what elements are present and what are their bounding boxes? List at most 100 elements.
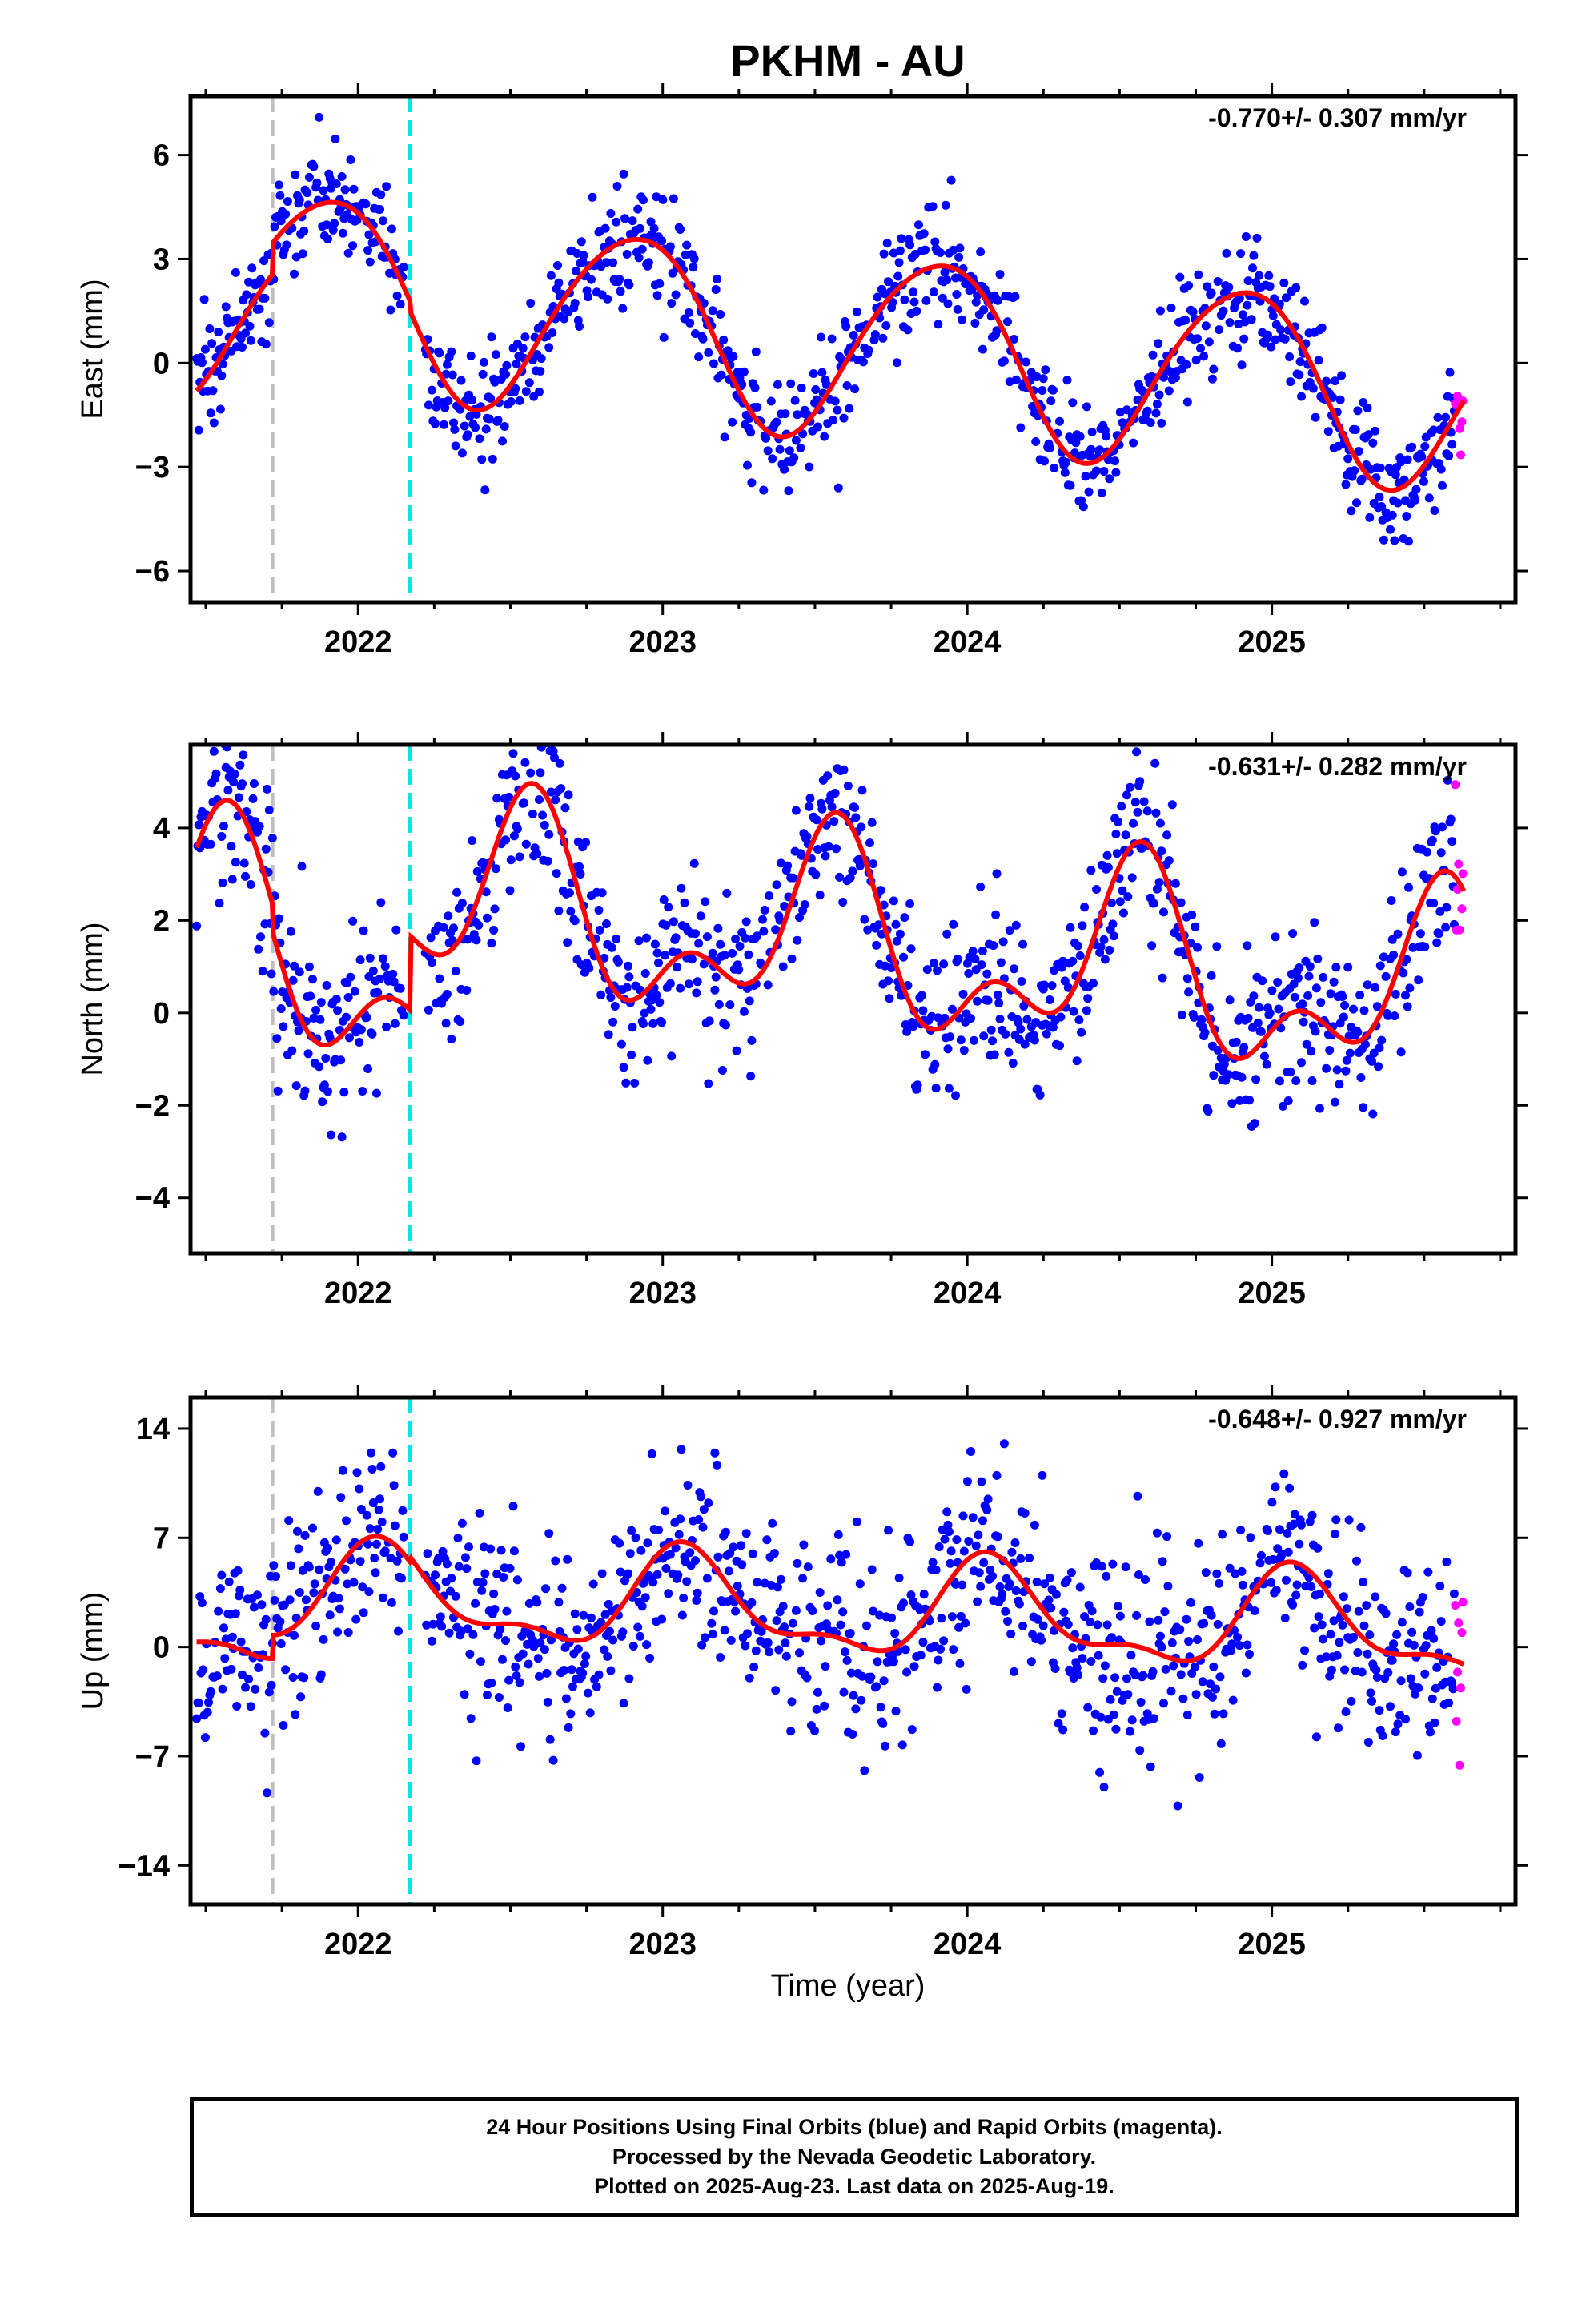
final-orbit-point <box>1243 276 1253 286</box>
final-orbit-point <box>841 322 851 332</box>
final-orbit-point <box>1245 1650 1254 1659</box>
final-orbit-point <box>1359 1621 1369 1630</box>
final-orbit-point <box>1259 1051 1269 1061</box>
final-orbit-point <box>1017 977 1026 986</box>
final-orbit-point <box>499 694 508 703</box>
final-orbit-point <box>772 1616 781 1626</box>
final-orbit-point <box>711 972 721 982</box>
final-orbit-point <box>1407 1627 1417 1637</box>
final-orbit-point <box>892 936 901 946</box>
final-orbit-point <box>1227 1639 1237 1649</box>
final-orbit-point <box>1068 1643 1078 1653</box>
final-orbit-point <box>489 926 499 935</box>
final-orbit-point <box>1313 1543 1323 1553</box>
final-orbit-point <box>639 1019 648 1028</box>
final-orbit-point <box>368 966 378 975</box>
final-orbit-point <box>1117 802 1126 811</box>
final-orbit-point <box>1169 1661 1178 1671</box>
final-orbit-point <box>937 1614 946 1623</box>
final-orbit-point <box>392 291 402 300</box>
final-orbit-point <box>352 1468 362 1478</box>
final-orbit-point <box>348 916 358 926</box>
final-orbit-point <box>849 331 858 340</box>
final-orbit-point <box>746 428 756 437</box>
final-orbit-point <box>544 830 554 839</box>
final-orbit-point <box>1209 364 1219 374</box>
final-orbit-point <box>1335 1080 1344 1089</box>
final-orbit-point <box>220 1654 230 1663</box>
final-orbit-point <box>338 228 347 238</box>
final-orbit-point <box>1285 352 1295 361</box>
final-orbit-point <box>795 1648 804 1658</box>
final-orbit-point <box>1442 903 1452 912</box>
final-orbit-point <box>970 955 980 963</box>
final-orbit-point <box>1393 1719 1403 1729</box>
final-orbit-point <box>437 1622 447 1631</box>
final-orbit-point <box>548 328 557 337</box>
final-orbit-point <box>1225 995 1235 1005</box>
final-orbit-point <box>636 223 644 233</box>
final-orbit-point <box>206 839 215 849</box>
final-orbit-point <box>768 1518 777 1528</box>
final-orbit-point <box>1167 1638 1177 1647</box>
final-orbit-point <box>376 190 386 199</box>
final-orbit-point <box>747 1035 757 1045</box>
final-orbit-point <box>952 290 962 299</box>
final-orbit-point <box>227 842 236 851</box>
final-orbit-point <box>622 250 632 259</box>
final-orbit-point <box>1209 1071 1219 1080</box>
final-orbit-point <box>308 975 317 984</box>
y-tick-label: −2 <box>135 1089 170 1123</box>
final-orbit-point <box>1265 1008 1275 1018</box>
final-orbit-point <box>1311 412 1320 422</box>
rapid-orbit-point <box>1454 1618 1464 1628</box>
final-orbit-point <box>939 1636 949 1646</box>
final-orbit-point <box>612 182 622 191</box>
final-orbit-point <box>315 112 324 122</box>
final-orbit-point <box>364 1587 374 1597</box>
final-orbit-point <box>677 1445 686 1454</box>
final-orbit-point <box>716 1653 725 1662</box>
final-orbit-point <box>1157 846 1166 856</box>
final-orbit-point <box>1154 1615 1163 1625</box>
final-orbit-point <box>652 291 662 300</box>
final-orbit-point <box>1335 395 1345 404</box>
final-orbit-point <box>331 1535 341 1545</box>
final-orbit-point <box>1044 1595 1054 1605</box>
final-orbit-point <box>575 322 584 331</box>
rapid-orbit-point <box>1458 1598 1468 1607</box>
final-orbit-point <box>713 1552 723 1562</box>
x-tick-label: 2024 <box>934 625 1002 659</box>
final-orbit-point <box>1397 867 1407 877</box>
final-orbit-point <box>241 328 250 338</box>
final-orbit-point <box>1435 907 1445 916</box>
final-orbit-point <box>1427 1694 1437 1703</box>
final-orbit-point <box>1299 1017 1308 1027</box>
final-orbit-point <box>917 991 926 1000</box>
final-orbit-point <box>532 1598 542 1607</box>
final-orbit-point <box>720 951 729 960</box>
final-orbit-point <box>644 258 653 267</box>
final-orbit-point <box>716 939 725 949</box>
final-orbit-point <box>251 1684 260 1694</box>
final-orbit-point <box>1415 929 1425 939</box>
final-orbit-point <box>282 240 291 250</box>
final-orbit-point <box>934 1013 943 1023</box>
final-orbit-point <box>943 1044 953 1054</box>
final-orbit-point <box>570 916 580 926</box>
final-orbit-point <box>484 414 494 424</box>
final-orbit-point <box>424 1005 433 1015</box>
final-orbit-point <box>1262 1059 1271 1069</box>
final-orbit-point <box>956 1035 966 1045</box>
final-orbit-point <box>428 958 436 967</box>
final-orbit-point <box>481 424 491 434</box>
final-orbit-point <box>566 1709 576 1719</box>
final-orbit-point <box>1337 371 1347 380</box>
final-orbit-point <box>1038 374 1048 384</box>
final-orbit-point <box>1199 1618 1209 1628</box>
final-orbit-point <box>857 786 867 795</box>
final-orbit-point <box>575 862 584 871</box>
final-orbit-point <box>1383 1667 1393 1677</box>
final-orbit-point <box>382 182 391 191</box>
final-orbit-point <box>805 794 815 803</box>
